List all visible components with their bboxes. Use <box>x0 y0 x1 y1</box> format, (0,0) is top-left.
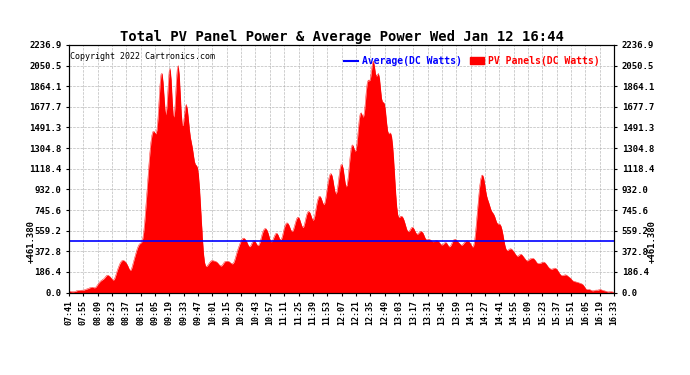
Text: +461.380: +461.380 <box>648 220 657 263</box>
Text: Copyright 2022 Cartronics.com: Copyright 2022 Cartronics.com <box>70 53 215 62</box>
Legend: Average(DC Watts), PV Panels(DC Watts): Average(DC Watts), PV Panels(DC Watts) <box>339 53 604 70</box>
Title: Total PV Panel Power & Average Power Wed Jan 12 16:44: Total PV Panel Power & Average Power Wed… <box>119 30 564 44</box>
Text: +461.380: +461.380 <box>26 220 35 263</box>
